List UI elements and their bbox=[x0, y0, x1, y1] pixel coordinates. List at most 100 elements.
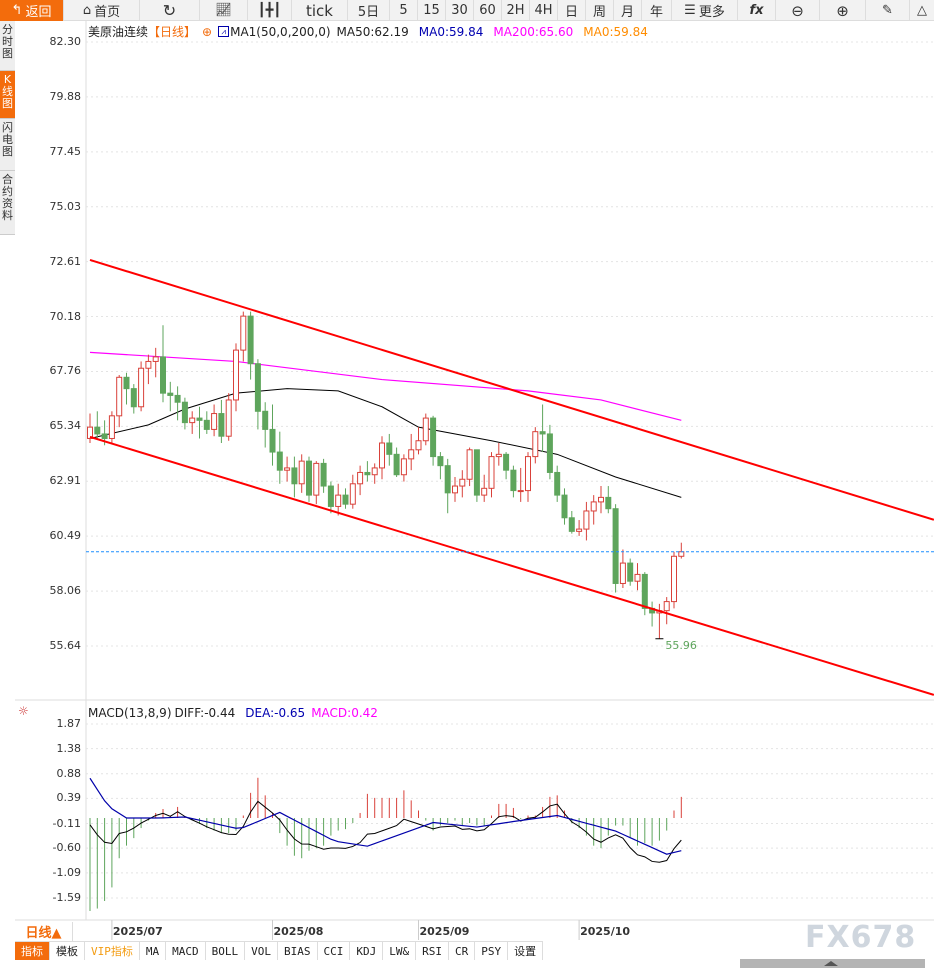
horizontal-scrollbar[interactable] bbox=[740, 959, 925, 968]
candle-up bbox=[379, 442, 385, 469]
candle-down bbox=[203, 419, 210, 430]
macd-name: MACD(13,8,9) bbox=[88, 706, 172, 720]
candle-up bbox=[335, 494, 342, 507]
ma-indicator-icon: ⩘ bbox=[218, 26, 230, 37]
period-year-button[interactable]: 年 bbox=[642, 0, 672, 21]
more-button[interactable]: ☰ 更多 bbox=[672, 0, 738, 21]
candle-down bbox=[247, 315, 254, 365]
macd-tick-label: -1.09 bbox=[52, 865, 81, 879]
indicator-tab[interactable]: VIP指标 bbox=[85, 942, 140, 960]
period-selector[interactable]: 日线▲ bbox=[15, 922, 73, 941]
ma0-value: MA0:59.84 bbox=[418, 24, 484, 39]
back-button[interactable]: ↰ 返回 bbox=[0, 0, 64, 21]
sidebar-item-timeshare[interactable]: 分时图 bbox=[0, 21, 15, 71]
period-60-button[interactable]: 60 bbox=[474, 0, 502, 21]
candle-down bbox=[430, 417, 437, 458]
indicator-tab[interactable]: LW& bbox=[383, 942, 417, 960]
settings-circle-icon[interactable]: ⊕ bbox=[202, 24, 213, 39]
candle-up bbox=[525, 456, 531, 492]
candle-down bbox=[306, 460, 312, 496]
date-label: 2025/09 bbox=[419, 925, 470, 938]
candle-down bbox=[181, 401, 188, 424]
indicator-tab[interactable]: BOLL bbox=[206, 942, 246, 960]
candle-down bbox=[437, 456, 444, 467]
indicator-tab[interactable]: 设置 bbox=[508, 942, 544, 960]
indicator-tab[interactable]: RSI bbox=[416, 942, 449, 960]
period-30-button[interactable]: 30 bbox=[446, 0, 474, 21]
indicator-tab[interactable]: VOL bbox=[245, 942, 278, 960]
price-tick-label: 55.64 bbox=[49, 639, 82, 652]
line-chart-button[interactable]: 📈︎ bbox=[200, 0, 248, 21]
macd-value: MACD:0.42 bbox=[311, 706, 378, 720]
candle-down bbox=[510, 469, 517, 492]
candlestick-button[interactable]: ┃╋┃ bbox=[248, 0, 292, 21]
period-4h-button[interactable]: 4H bbox=[530, 0, 558, 21]
back-arrow-icon: ↰ bbox=[11, 3, 23, 18]
candle-down bbox=[320, 462, 327, 487]
ma-name: MA1(50,0,200,0) bbox=[230, 24, 331, 39]
refresh-button[interactable]: ↻ bbox=[140, 0, 200, 21]
indicator-tab[interactable]: MA bbox=[140, 942, 167, 960]
indicator-tab[interactable]: PSY bbox=[475, 942, 509, 960]
candle-up bbox=[408, 449, 415, 460]
toolbar: ↰ 返回 ⌂ 首页 ↻ 📈︎ ┃╋┃ tick 5日 5 15 30 60 2H 4… bbox=[0, 0, 934, 21]
candle-down bbox=[546, 433, 553, 473]
pen-button[interactable]: ✎ bbox=[866, 0, 910, 21]
period-month-button[interactable]: 月 bbox=[614, 0, 642, 21]
ma200-value: MA200:65.60 bbox=[493, 24, 574, 39]
candle-up bbox=[576, 528, 583, 532]
indicator-tab[interactable]: MACD bbox=[166, 942, 206, 960]
five-day-button[interactable]: 5日 bbox=[348, 0, 390, 21]
zoom-out-button[interactable]: ⊖ bbox=[776, 0, 820, 21]
period-15-button[interactable]: 15 bbox=[418, 0, 446, 21]
candle-down bbox=[627, 562, 634, 582]
ma200-line bbox=[89, 351, 682, 421]
sidebar-item-contract-info[interactable]: 合约资料 bbox=[0, 171, 15, 235]
pen-icon: ✎ bbox=[882, 3, 893, 18]
triangle-button[interactable]: △ bbox=[910, 0, 934, 21]
zoom-in-button[interactable]: ⊕ bbox=[820, 0, 866, 21]
macd-tick-label: -0.60 bbox=[52, 841, 81, 855]
candle-down bbox=[94, 426, 101, 435]
macd-tick-label: 0.88 bbox=[56, 766, 82, 780]
candle-up bbox=[225, 399, 232, 437]
date-label: 2025/07 bbox=[112, 925, 163, 938]
indicator-tab[interactable]: CR bbox=[449, 942, 476, 960]
candle-down bbox=[364, 471, 371, 476]
period-5-button[interactable]: 5 bbox=[390, 0, 418, 21]
candle-down bbox=[269, 428, 276, 453]
candle-up bbox=[422, 417, 429, 442]
candle-down bbox=[444, 465, 451, 494]
sidebar-item-flash[interactable]: 闪电图 bbox=[0, 119, 15, 171]
price-tick-label: 67.76 bbox=[49, 364, 82, 378]
candle-up bbox=[590, 501, 597, 512]
dea-value: DEA:-0.65 bbox=[245, 706, 306, 720]
candle-down bbox=[612, 508, 619, 584]
indicator-tab[interactable]: 指标 bbox=[15, 942, 50, 960]
period-week-button[interactable]: 周 bbox=[586, 0, 614, 21]
candle-up bbox=[598, 496, 604, 503]
macd-settings-icon[interactable]: ☼ bbox=[18, 704, 29, 718]
indicator-tab[interactable]: BIAS bbox=[278, 942, 318, 960]
candle-down bbox=[167, 392, 174, 396]
period-day-button[interactable]: 日 bbox=[558, 0, 586, 21]
dea-line bbox=[89, 777, 682, 855]
indicator-tab[interactable]: CCI bbox=[318, 942, 351, 960]
home-button[interactable]: ⌂ 首页 bbox=[64, 0, 140, 21]
period-label: 【日线】 bbox=[148, 25, 197, 39]
period-2h-button[interactable]: 2H bbox=[502, 0, 530, 21]
tick-button[interactable]: tick bbox=[292, 0, 348, 21]
fx-button[interactable]: fx bbox=[738, 0, 776, 21]
indicator-tab[interactable]: KDJ bbox=[350, 942, 384, 960]
indicator-tab[interactable]: 模板 bbox=[50, 942, 85, 960]
triangle-icon: △ bbox=[917, 3, 927, 18]
candle-down bbox=[291, 467, 298, 485]
candle-up bbox=[108, 415, 115, 439]
candle-up bbox=[532, 431, 539, 458]
channel-lower-line bbox=[89, 435, 934, 696]
macd-tick-label: 0.39 bbox=[56, 791, 82, 805]
candle-up bbox=[189, 417, 196, 424]
